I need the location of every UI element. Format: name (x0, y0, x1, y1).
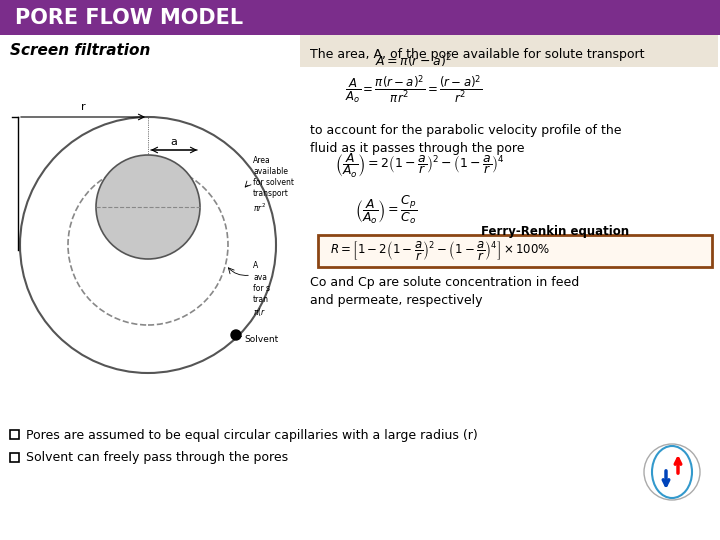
FancyBboxPatch shape (318, 235, 712, 267)
Text: $A = \pi(r - a)^2$: $A = \pi(r - a)^2$ (375, 52, 451, 70)
Text: $\left(\dfrac{A}{A_o}\right) = \dfrac{C_p}{C_o}$: $\left(\dfrac{A}{A_o}\right) = \dfrac{C_… (355, 194, 417, 226)
Text: to account for the parabolic velocity profile of the
fluid as it passes through : to account for the parabolic velocity pr… (310, 124, 621, 155)
Text: Solvent: Solvent (244, 335, 278, 345)
Circle shape (96, 155, 200, 259)
Text: Ferry-Renkin equation: Ferry-Renkin equation (481, 226, 629, 239)
Text: Screen filtration: Screen filtration (10, 43, 150, 58)
Text: a: a (171, 137, 177, 147)
Text: The area, A, of the pore available for solute transport: The area, A, of the pore available for s… (310, 48, 644, 61)
FancyBboxPatch shape (0, 0, 720, 35)
Circle shape (644, 444, 700, 500)
Text: Pores are assumed to be equal circular capillaries with a large radius (r): Pores are assumed to be equal circular c… (26, 429, 478, 442)
FancyBboxPatch shape (300, 35, 718, 67)
Text: $\dfrac{A}{A_o} = \dfrac{\pi(r-a)^2}{\pi r^2} = \dfrac{(r-a)^2}{r^2}$: $\dfrac{A}{A_o} = \dfrac{\pi(r-a)^2}{\pi… (345, 74, 482, 106)
Text: Solute: Solute (143, 218, 172, 226)
FancyBboxPatch shape (10, 430, 19, 439)
FancyBboxPatch shape (10, 453, 19, 462)
Text: A
ava
for s
tran
$\pi(r$: A ava for s tran $\pi(r$ (253, 261, 270, 319)
Text: Solvent can freely pass through the pores: Solvent can freely pass through the pore… (26, 451, 288, 464)
Text: $\left(\dfrac{A}{A_o}\right) = 2\left(1-\dfrac{a}{r}\right)^2 - \left(1-\dfrac{a: $\left(\dfrac{A}{A_o}\right) = 2\left(1-… (335, 152, 505, 180)
Text: $R = \left[1 - 2\left(1-\dfrac{a}{r}\right)^2 - \left(1-\dfrac{a}{r}\right)^4\ri: $R = \left[1 - 2\left(1-\dfrac{a}{r}\rig… (330, 240, 550, 262)
Text: Co and Cp are solute concentration in feed
and permeate, respectively: Co and Cp are solute concentration in fe… (310, 276, 580, 307)
Circle shape (231, 330, 241, 340)
Text: r: r (81, 102, 85, 112)
Text: Area
available
for solvent
transport
$\pi r^2$: Area available for solvent transport $\p… (253, 156, 294, 214)
Text: PORE FLOW MODEL: PORE FLOW MODEL (15, 8, 243, 28)
